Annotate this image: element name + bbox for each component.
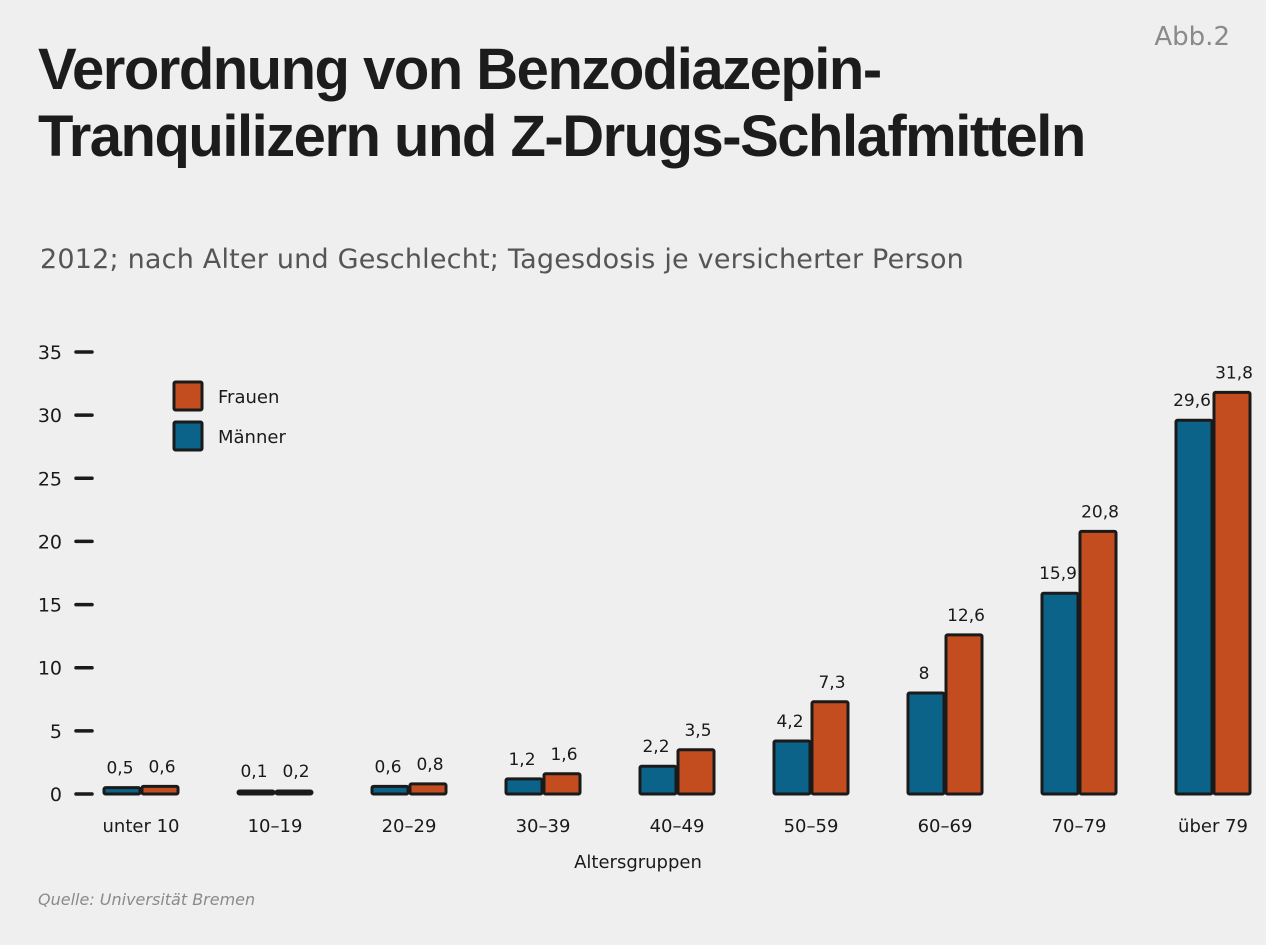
bar-maenner xyxy=(370,784,410,796)
y-tick-label: 30 xyxy=(38,405,62,427)
y-tick-label: 15 xyxy=(38,595,62,617)
data-label-maenner: 8 xyxy=(919,664,930,684)
bar-frauen xyxy=(140,784,180,796)
bar-frauen xyxy=(676,748,716,796)
bar-maenner xyxy=(1040,591,1080,796)
x-category-label: 70–79 xyxy=(1052,816,1107,837)
bar-frauen xyxy=(1212,390,1252,796)
x-category-label: 40–49 xyxy=(650,816,705,837)
data-label-frauen: 12,6 xyxy=(947,606,985,626)
y-tick-label: 25 xyxy=(38,468,62,490)
bar-maenner xyxy=(504,777,544,796)
legend-swatch-frauen xyxy=(172,380,204,412)
data-label-frauen: 20,8 xyxy=(1081,502,1119,522)
x-axis-title: Altersgruppen xyxy=(574,852,702,873)
legend-swatch-maenner xyxy=(172,420,204,452)
bar-frauen xyxy=(944,633,984,796)
x-category-label: 50–59 xyxy=(784,816,839,837)
bar-frauen xyxy=(408,782,448,796)
bar-maenner xyxy=(102,786,142,796)
bar-maenner xyxy=(638,764,678,796)
data-label-maenner: 29,6 xyxy=(1173,391,1211,411)
chart-title: Verordnung von Benzodiazepin-Tranquilize… xyxy=(38,37,1086,169)
bar-maenner xyxy=(1174,418,1214,796)
y-tick-label: 5 xyxy=(50,721,62,743)
x-category-label: unter 10 xyxy=(103,816,180,837)
data-label-frauen: 3,5 xyxy=(684,721,711,741)
bar-frauen xyxy=(1078,529,1118,796)
data-label-frauen: 1,6 xyxy=(550,745,577,765)
x-category-label: 30–39 xyxy=(516,816,571,837)
data-label-frauen: 0,6 xyxy=(148,757,175,777)
bar-frauen xyxy=(542,772,582,796)
bar-frauen xyxy=(274,789,314,796)
y-tick-label: 20 xyxy=(38,531,62,553)
data-label-maenner: 0,5 xyxy=(106,759,133,779)
data-label-maenner: 1,2 xyxy=(508,750,535,770)
data-label-maenner: 0,6 xyxy=(374,757,401,777)
bar-maenner xyxy=(236,789,276,796)
bar-frauen xyxy=(810,700,850,796)
y-tick-label: 35 xyxy=(38,342,62,364)
data-label-frauen: 7,3 xyxy=(818,673,845,693)
data-label-maenner: 2,2 xyxy=(642,737,669,757)
bar-maenner xyxy=(772,739,812,796)
data-label-frauen: 0,2 xyxy=(282,762,309,782)
legend-label-maenner: Männer xyxy=(218,427,286,448)
x-category-label: 20–29 xyxy=(382,816,437,837)
x-category-label: über 79 xyxy=(1178,816,1248,837)
source-note: Quelle: Universität Bremen xyxy=(38,890,256,909)
data-label-maenner: 15,9 xyxy=(1039,564,1077,584)
data-label-frauen: 0,8 xyxy=(416,755,443,775)
y-tick-label: 10 xyxy=(38,658,62,680)
legend-label-frauen: Frauen xyxy=(218,387,279,408)
data-label-maenner: 4,2 xyxy=(776,712,803,732)
y-tick-label: 0 xyxy=(50,784,62,806)
chart-subtitle: 2012; nach Alter und Geschlecht; Tagesdo… xyxy=(40,244,964,275)
data-label-frauen: 31,8 xyxy=(1215,363,1253,383)
x-category-label: 10–19 xyxy=(248,816,303,837)
data-label-maenner: 0,1 xyxy=(240,762,267,782)
figure-label: Abb.2 xyxy=(1154,22,1230,52)
x-category-label: 60–69 xyxy=(918,816,973,837)
bar-maenner xyxy=(906,691,946,796)
